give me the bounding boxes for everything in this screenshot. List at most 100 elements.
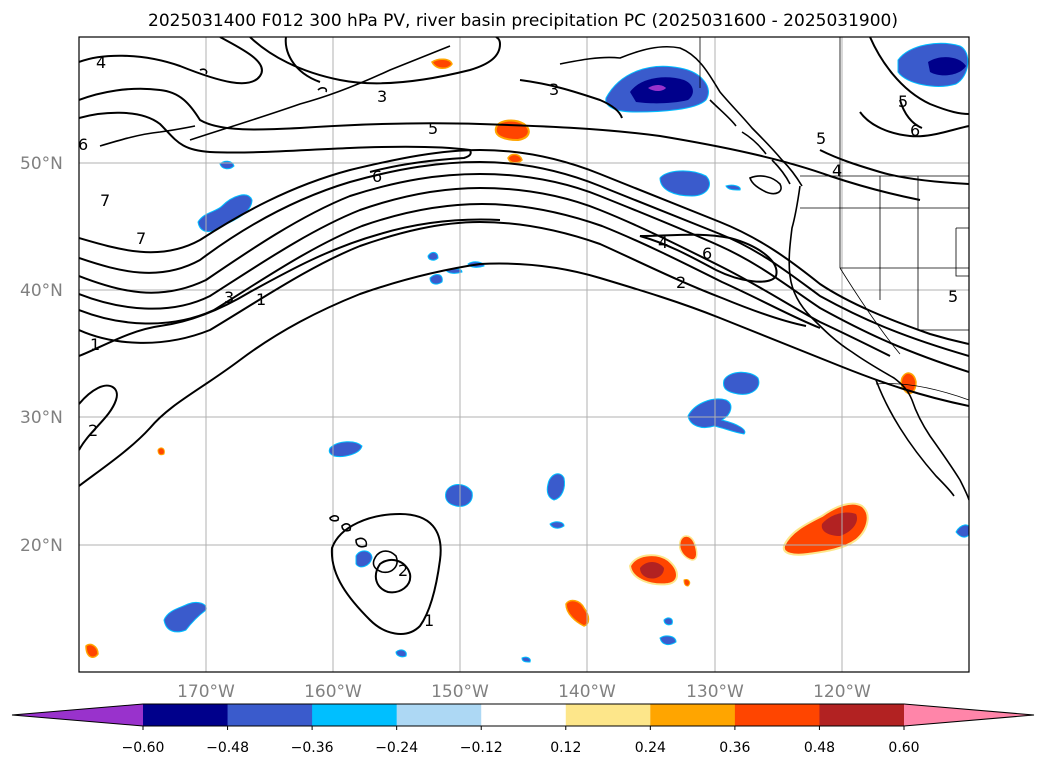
pv-contour-jet-2 [79, 160, 969, 357]
pv-contour-3-east [519, 79, 623, 119]
pv-label: 1 [256, 290, 266, 309]
coast-us-west [788, 185, 969, 501]
colorbar-swatch [734, 704, 820, 726]
precip-patch-alaska-gulf-peak [648, 85, 666, 91]
precip-patch-small-pos-4 [85, 643, 99, 659]
pv-contour-3-north [249, 37, 502, 85]
colorbar-swatch [312, 704, 398, 726]
colorbar-tick-label: −0.24 [375, 740, 418, 756]
colorbar-swatch [481, 704, 567, 726]
precip-patch-small-11 [725, 184, 741, 191]
coast-hawaii-big [372, 550, 398, 574]
colorbar-extend-max [904, 704, 1034, 726]
pv-label: 1 [424, 611, 434, 630]
lat-label-20n: 20°N [20, 536, 63, 556]
pv-contour-hawaii-1 [330, 512, 442, 635]
colorbar-tick-label: −0.12 [460, 740, 503, 756]
precip-patch-small-8 [663, 617, 673, 626]
colorbar-tick-label: 0.12 [550, 740, 581, 756]
colorbar-tick-label: −0.36 [291, 740, 334, 756]
colorbar-tick-label: 0.24 [635, 740, 666, 756]
coast-baja [875, 379, 955, 497]
coast-hawaii-maui [355, 537, 368, 548]
precip-patch-158w-18n [355, 550, 373, 568]
pv-label: 6 [372, 167, 382, 186]
precip-patch-small-1 [219, 160, 235, 170]
gridlines [79, 37, 969, 672]
pv-label: 4 [658, 233, 668, 252]
lat-label-50n: 50°N [20, 154, 63, 174]
border-us-mexico [875, 383, 969, 401]
precip-negative-patches [163, 42, 969, 663]
colorbar-swatch [227, 704, 313, 726]
pv-contour-jet-inner [79, 220, 807, 344]
precip-patch-small-7 [659, 635, 677, 646]
border-state-7 [955, 227, 969, 277]
pv-label: 3 [224, 288, 234, 307]
pv-contour-4-6-east [639, 233, 778, 283]
pv-contour-6-east [859, 111, 969, 138]
precip-patch-small-10 [521, 656, 531, 663]
colorbar-swatch [396, 704, 482, 726]
lon-label-120w: 120°W [813, 682, 871, 702]
colorbar-tick-label: 0.60 [888, 740, 919, 756]
coast-hawaii-oahu [341, 523, 352, 532]
pv-label: 5 [428, 119, 438, 138]
colorbar-extend-min [12, 704, 143, 726]
pv-label: 2 [88, 421, 98, 440]
pv-contour-5-loop [79, 87, 921, 201]
pv-label: 5 [816, 129, 826, 148]
pv-label: 6 [910, 121, 920, 140]
lat-label-40n: 40°N [20, 281, 63, 301]
pv-contour-hawaii-2 [374, 558, 412, 594]
pv-label: 3 [549, 80, 559, 99]
figure-title: 2025031400 F012 300 hPa PV, river basin … [148, 11, 898, 31]
colorbar: −0.60 −0.48 −0.36 −0.24 −0.12 0.12 0.24 0.36 0.4… [11, 703, 1035, 756]
lon-label-130w: 130°W [686, 682, 744, 702]
lon-labels: 170°W 160°W 150°W 140°W 130°W 120°W [177, 682, 871, 702]
pv-contour-2-south [79, 384, 118, 451]
precip-patch-159w-27n [328, 441, 363, 457]
precip-patch-small-2 [427, 251, 439, 261]
precip-patch-123w-20n-core [821, 512, 858, 536]
coast-aleutians [99, 125, 196, 147]
lat-labels: 50°N 40°N 30°N 20°N [20, 154, 63, 556]
pv-label: 4 [96, 53, 106, 72]
coast-small-isle-2 [317, 87, 328, 93]
pv-label: 4 [832, 161, 842, 180]
precip-patch-135w-18n-core [640, 562, 664, 579]
pv-contour-jet-outer [79, 148, 969, 345]
colorbar-tick-label: 0.36 [719, 740, 750, 756]
lat-label-30n: 30°N [20, 408, 63, 428]
precip-patch-127w-32n [723, 371, 760, 395]
pv-contour-3-right [284, 37, 321, 83]
precip-patch-east-edge [955, 524, 969, 538]
precip-patch-small-pos-2 [431, 58, 453, 69]
precip-patch-bc-core [928, 57, 966, 76]
lon-label-170w: 170°W [177, 682, 235, 702]
map-panel: 4 3 3 5 5 6 6 7 7 3 1 1 2 4 6 2 5 6 5 4 [78, 36, 970, 673]
precip-patch-npac-48n [659, 170, 710, 197]
pv-contour-jet-3 [79, 172, 969, 373]
precip-patch-small-9 [395, 649, 407, 658]
pv-label: 2 [676, 273, 686, 292]
precip-patch-150w-23n [445, 484, 473, 507]
lon-label-160w: 160°W [304, 682, 362, 702]
colorbar-tick-label: −0.48 [206, 740, 249, 756]
pv-contour-4-east [819, 149, 969, 185]
map-background [79, 37, 969, 672]
colorbar-ticks: −0.60 −0.48 −0.36 −0.24 −0.12 0.12 0.24 0.36 0.4… [122, 726, 920, 756]
pv-label: 3 [377, 87, 387, 106]
coast-bc-islands [709, 99, 791, 185]
coast-small-isle-1 [199, 68, 208, 75]
pv-label: 2 [398, 561, 408, 580]
pv-label: 7 [136, 229, 146, 248]
coast-hawaii-kauai [329, 515, 340, 522]
map-frame [78, 36, 970, 673]
pv-label: 1 [90, 335, 100, 354]
precip-patch-small-6 [549, 521, 565, 529]
colorbar-tick-label: 0.48 [804, 740, 835, 756]
pv-contour-1-south [79, 218, 501, 357]
pv-contour-2-lower [79, 262, 969, 487]
